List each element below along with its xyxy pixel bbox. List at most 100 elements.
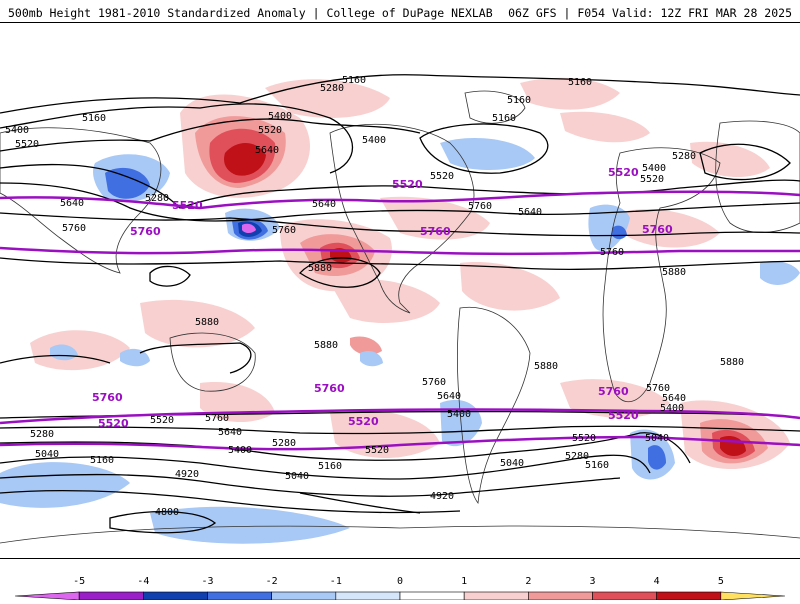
colorbar-tick-label: -4	[137, 576, 149, 587]
label-5520: 5520	[572, 433, 596, 444]
label-5520-ref: 5520	[348, 415, 379, 428]
label-5280: 5280	[672, 151, 696, 162]
label-5760-ref: 5760	[314, 382, 345, 395]
colorbar-svg: -5 -4 -3 -2 -1 0 1 2 3 4 5	[14, 576, 786, 601]
label-5760: 5760	[600, 247, 624, 258]
label-5160: 5160	[507, 95, 531, 106]
map-header: 500mb Height 1981-2010 Standardized Anom…	[0, 0, 800, 22]
colorbar-arrow-low	[14, 591, 80, 601]
label-5760: 5760	[272, 225, 296, 236]
label-5880: 5880	[662, 267, 686, 278]
colorbar-tick-label: -3	[201, 576, 213, 587]
label-5040: 5040	[285, 471, 309, 482]
anomaly-map: 5160 5160 5280 5160 5160 5400 5160 5400 …	[0, 22, 800, 559]
label-5160: 5160	[492, 113, 516, 124]
label-5520-ref: 5520	[392, 178, 423, 191]
map-title: 500mb Height 1981-2010 Standardized Anom…	[8, 6, 493, 20]
label-5400: 5400	[228, 445, 252, 456]
label-5880: 5880	[720, 357, 744, 368]
colorbar-segment	[335, 591, 401, 601]
label-5760-ref: 5760	[420, 225, 451, 238]
colorbar-tick-label: -1	[330, 576, 342, 587]
model-run-valid-time: 06Z GFS | F054 Valid: 12Z FRI MAR 28 202…	[508, 6, 792, 20]
label-5640: 5640	[60, 198, 84, 209]
label-5760: 5760	[422, 377, 446, 388]
antarctica-outline	[0, 525, 800, 544]
label-5520-ref: 5520	[98, 417, 129, 430]
colorbar-segment	[207, 591, 272, 601]
colorbar-segment	[592, 591, 657, 601]
label-5760: 5760	[468, 201, 492, 212]
label-5520-ref: 5520	[608, 166, 639, 179]
label-5760: 5760	[205, 413, 229, 424]
contour-5520-south	[0, 435, 800, 451]
label-5760-ref: 5760	[130, 225, 161, 238]
label-5160: 5160	[82, 113, 106, 124]
greenland-outline	[464, 90, 526, 124]
label-5160: 5160	[318, 461, 342, 472]
colorbar-segments	[14, 591, 786, 601]
contour-5520-north	[0, 190, 800, 210]
colorbar-tick-label: 1	[461, 576, 467, 587]
label-5640: 5640	[255, 145, 279, 156]
label-5040: 5040	[500, 458, 524, 469]
reference-contour-labels: 5520 5520 5520 5760 5760 5760 5760 5760 …	[92, 166, 673, 430]
australia-outline	[169, 332, 256, 392]
label-5040: 5040	[645, 433, 669, 444]
colorbar-segment	[271, 591, 337, 601]
label-5160: 5160	[568, 77, 592, 88]
label-5160: 5160	[342, 75, 366, 86]
colorbar-tick-label: 3	[589, 576, 595, 587]
colorbar-tick-label: 0	[397, 576, 403, 587]
positive-anomaly-max	[224, 143, 746, 457]
label-5400: 5400	[447, 409, 471, 420]
label-4920: 4920	[430, 491, 454, 502]
label-5520: 5520	[430, 171, 454, 182]
label-5280: 5280	[320, 83, 344, 94]
label-5400: 5400	[5, 125, 29, 136]
colorbar-segment	[463, 591, 529, 601]
label-5400: 5400	[362, 135, 386, 146]
label-5160: 5160	[90, 455, 114, 466]
label-5400: 5400	[642, 163, 666, 174]
negative-anomaly-max	[242, 223, 256, 233]
label-5280: 5280	[272, 438, 296, 449]
label-5880: 5880	[195, 317, 219, 328]
label-5280: 5280	[565, 451, 589, 462]
reference-contours	[0, 190, 800, 451]
label-5760-ref: 5760	[642, 223, 673, 236]
label-5520: 5520	[258, 125, 282, 136]
label-5880: 5880	[314, 340, 338, 351]
north-america-outline	[329, 123, 475, 314]
height-contours	[0, 74, 800, 534]
anomaly-colorbar: -5 -4 -3 -2 -1 0 1 2 3 4 5	[0, 570, 800, 601]
label-5280: 5280	[145, 193, 169, 204]
label-5640: 5640	[312, 199, 336, 210]
colorbar-tick-label: -5	[73, 576, 85, 587]
colorbar-segment	[528, 591, 593, 601]
asia-east-outline	[715, 120, 800, 233]
anomaly-map-svg: 5160 5160 5280 5160 5160 5400 5160 5400 …	[0, 74, 800, 544]
label-5520: 5520	[640, 174, 664, 185]
colorbar-arrow-high	[720, 591, 786, 601]
colorbar-segment	[656, 591, 722, 601]
label-5160: 5160	[585, 460, 609, 471]
label-5520: 5520	[365, 445, 389, 456]
label-5760-ref: 5760	[598, 385, 629, 398]
label-5760-ref: 5760	[92, 391, 123, 404]
label-5760: 5760	[646, 383, 670, 394]
contour-labels: 5160 5160 5280 5160 5160 5400 5160 5400 …	[5, 75, 744, 518]
south-america-outline	[457, 306, 531, 505]
label-5640: 5640	[662, 393, 686, 404]
label-4920: 4920	[175, 469, 199, 480]
colorbar-tick-label: 2	[525, 576, 531, 587]
label-5040: 5040	[35, 449, 59, 460]
colorbar-segment	[78, 591, 144, 601]
label-4800: 4800	[155, 507, 179, 518]
label-5520: 5520	[15, 139, 39, 150]
label-5880: 5880	[308, 263, 332, 274]
contour-5760-north	[0, 246, 800, 256]
label-5640: 5640	[518, 207, 542, 218]
label-5520-ref: 5520	[608, 409, 639, 422]
label-5520: 5520	[150, 415, 174, 426]
